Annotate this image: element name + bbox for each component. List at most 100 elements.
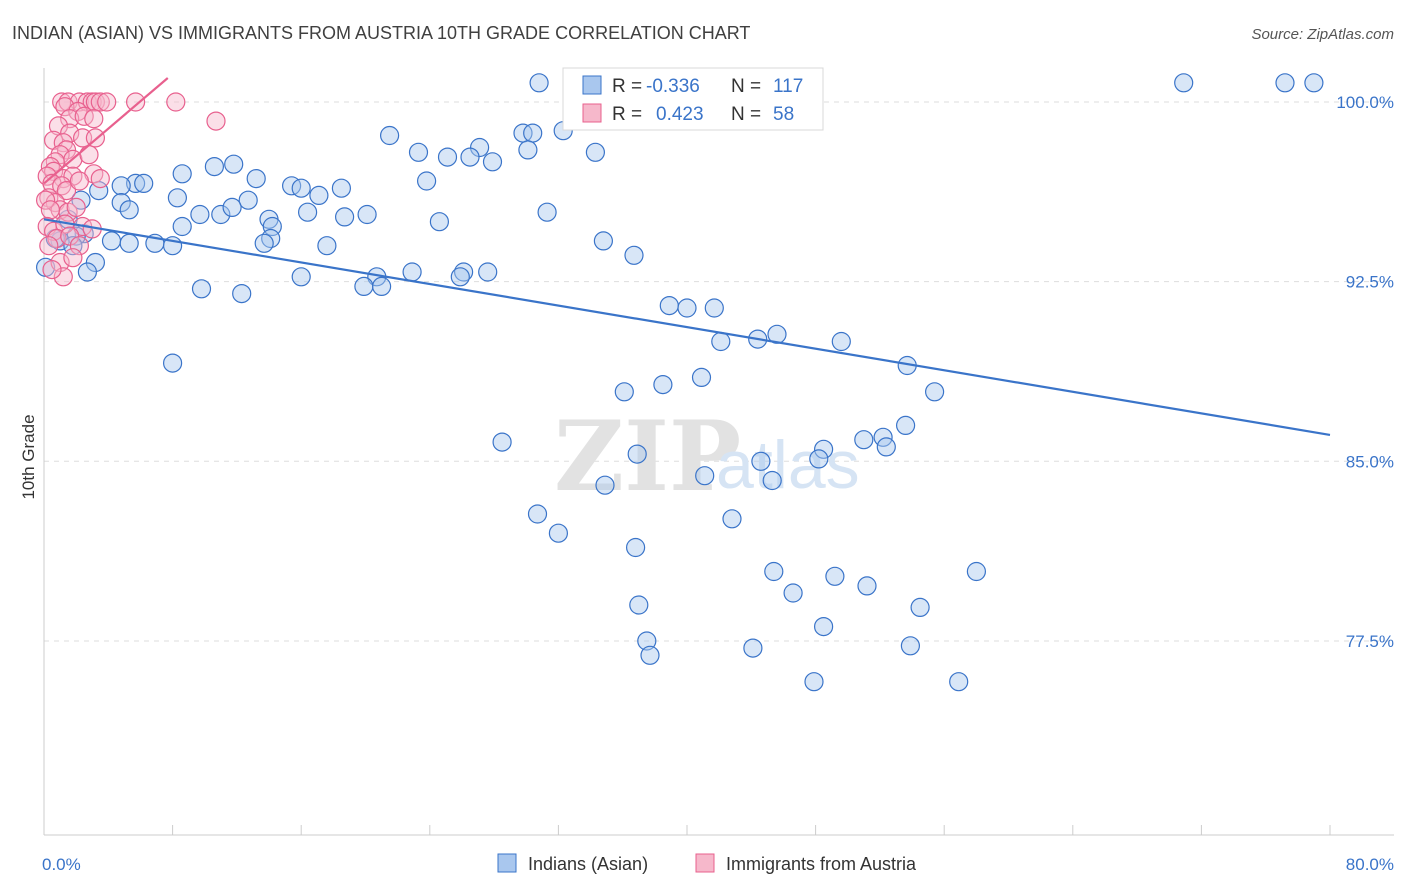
series-0-point-102 <box>764 561 784 582</box>
series-0-point-115 <box>949 672 969 692</box>
series-0-point-72 <box>232 284 252 304</box>
legend-n-value-pink: 58 <box>773 104 794 125</box>
x-tick-label-max: 80.0% <box>1346 855 1394 874</box>
series-0-point-66 <box>354 276 374 296</box>
series-0-point-83 <box>691 367 712 387</box>
series-1-point-43 <box>35 190 56 210</box>
legend-r-value-pink: 0.423 <box>656 104 704 125</box>
series-0-point-25 <box>134 173 154 193</box>
series-0-point-22 <box>331 178 351 198</box>
series-0-point-40 <box>537 202 557 222</box>
legend-n-value-blue: 117 <box>773 76 803 97</box>
series-0-point-30 <box>238 190 258 210</box>
series-0-point-41 <box>429 212 449 232</box>
y-tick-label-3: 77.5% <box>1346 632 1394 651</box>
series-0-point-81 <box>163 353 183 373</box>
series-0-point-110 <box>637 631 657 651</box>
series-0-point-100 <box>548 523 569 543</box>
series-0-point-4 <box>1304 73 1324 93</box>
correlation-legend: R = -0.336 N = 117 R = 0.423 N = 58 <box>562 67 824 131</box>
series-0-point-109 <box>813 616 834 637</box>
series-0-point-34 <box>190 204 210 225</box>
legend-r-label-blue: R = <box>612 76 642 97</box>
series-1-point-51 <box>60 226 80 246</box>
y-axis-label: 10th Grade <box>19 414 38 499</box>
series-0-point-3 <box>1275 73 1295 93</box>
series-0-point-97 <box>595 475 615 495</box>
series-0-point-7 <box>470 137 490 158</box>
series-0-point-101 <box>625 537 646 558</box>
series-0-point-31 <box>309 185 329 205</box>
series-1-point-53 <box>39 236 59 256</box>
series-1-point-55 <box>63 248 83 268</box>
series-0-point-108 <box>966 561 987 582</box>
series-0-point-95 <box>695 466 715 486</box>
series-1-point-52 <box>69 236 90 256</box>
series-0-point-93 <box>751 451 771 471</box>
series-0-point-43 <box>262 216 282 237</box>
series-0-trend-line <box>43 218 1331 437</box>
chart-source: Source: ZipAtlas.com <box>1251 26 1394 43</box>
series-0-point-32 <box>111 193 131 213</box>
series-0-point-77 <box>711 331 731 352</box>
series-0-point-114 <box>804 672 824 692</box>
series-0-point-99 <box>722 509 742 529</box>
series-0-point-14 <box>437 147 458 167</box>
series-0-point-84 <box>614 382 634 402</box>
series-1-point-42 <box>66 197 86 217</box>
y-tick-label-0: 100.0% <box>1336 93 1394 112</box>
series-0-point-17 <box>204 157 224 177</box>
series-0-point-111 <box>743 638 763 658</box>
series-1-point-44 <box>40 200 61 220</box>
series-0-point-73 <box>659 296 679 316</box>
series-0-point-2 <box>1174 73 1194 93</box>
legend-r-label-pink: R = <box>612 104 642 125</box>
series-0-point-68 <box>402 262 422 282</box>
legend-n-label-pink: N = <box>731 104 761 125</box>
series-1-point-25 <box>79 145 99 165</box>
legend-r-value-blue: -0.336 <box>646 76 700 97</box>
series-1-trend-line <box>43 77 169 185</box>
series-0-point-38 <box>335 207 355 227</box>
series-0-point-10 <box>523 123 543 143</box>
series-0-point-70 <box>450 267 470 287</box>
series-1-point-8 <box>126 92 146 112</box>
series-0-point-98 <box>527 504 548 524</box>
series-0-point-21 <box>291 178 311 198</box>
series-0-point-13 <box>460 147 480 167</box>
series-0-point-39 <box>357 204 377 225</box>
legend-swatch-blue <box>582 75 602 95</box>
series-0-point-92 <box>809 449 829 469</box>
series-0-point-71 <box>191 279 212 299</box>
trend-lines <box>43 77 1331 437</box>
series-0-point-49 <box>101 231 122 251</box>
series-0-point-85 <box>924 382 945 402</box>
series-0-point-35 <box>211 204 231 225</box>
series-0-point-23 <box>417 171 437 191</box>
series-0-point-33 <box>119 200 139 220</box>
series-0-point-75 <box>704 298 724 318</box>
bottom-legend-label-blue: Indians (Asian) <box>528 854 648 874</box>
x-axis-ticks <box>43 825 1331 835</box>
legend-n-label-blue: N = <box>731 76 761 97</box>
series-1-point-36 <box>56 181 77 201</box>
scatter-points <box>35 73 1324 692</box>
series-0-point-104 <box>857 576 877 596</box>
series-1-point-12 <box>60 109 80 129</box>
legend-box-frame <box>562 67 824 131</box>
series-0-point-29 <box>167 188 187 208</box>
series-1-point-37 <box>69 171 90 191</box>
series-1-point-54 <box>50 252 70 273</box>
series-0-point-87 <box>895 415 916 435</box>
series-0-point-9 <box>408 142 429 162</box>
series-1-point-9 <box>166 92 186 112</box>
series-0-point-50 <box>119 233 139 253</box>
series-1-point-56 <box>53 267 73 287</box>
series-0-point-60 <box>77 262 98 282</box>
watermark-atlas: atlas <box>716 427 860 503</box>
series-0-point-12 <box>585 142 606 162</box>
series-0-point-91 <box>813 439 834 459</box>
x-tick-label-min: 0.0% <box>42 855 81 874</box>
series-0-point-54 <box>317 236 337 256</box>
